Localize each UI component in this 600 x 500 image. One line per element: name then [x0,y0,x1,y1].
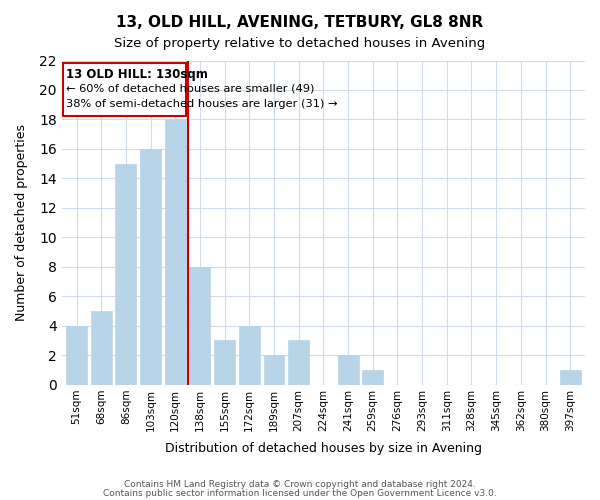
Text: 13, OLD HILL, AVENING, TETBURY, GL8 8NR: 13, OLD HILL, AVENING, TETBURY, GL8 8NR [116,15,484,30]
Bar [190,266,211,384]
Bar [66,326,87,384]
Bar [362,370,383,384]
Bar [288,340,309,384]
Bar [165,120,186,384]
Text: 38% of semi-detached houses are larger (31) →: 38% of semi-detached houses are larger (… [66,99,337,109]
Text: Contains public sector information licensed under the Open Government Licence v3: Contains public sector information licen… [103,488,497,498]
Text: 13 OLD HILL: 130sqm: 13 OLD HILL: 130sqm [66,68,208,81]
Text: ← 60% of detached houses are smaller (49): ← 60% of detached houses are smaller (49… [66,84,314,94]
Bar [263,355,284,384]
Text: Size of property relative to detached houses in Avening: Size of property relative to detached ho… [115,38,485,51]
Text: Contains HM Land Registry data © Crown copyright and database right 2024.: Contains HM Land Registry data © Crown c… [124,480,476,489]
Y-axis label: Number of detached properties: Number of detached properties [15,124,28,321]
Bar [140,149,161,384]
Bar [115,164,136,384]
Bar [91,311,112,384]
FancyBboxPatch shape [63,64,187,116]
X-axis label: Distribution of detached houses by size in Avening: Distribution of detached houses by size … [165,442,482,455]
Bar [214,340,235,384]
Bar [239,326,260,384]
Bar [560,370,581,384]
Bar [338,355,359,384]
